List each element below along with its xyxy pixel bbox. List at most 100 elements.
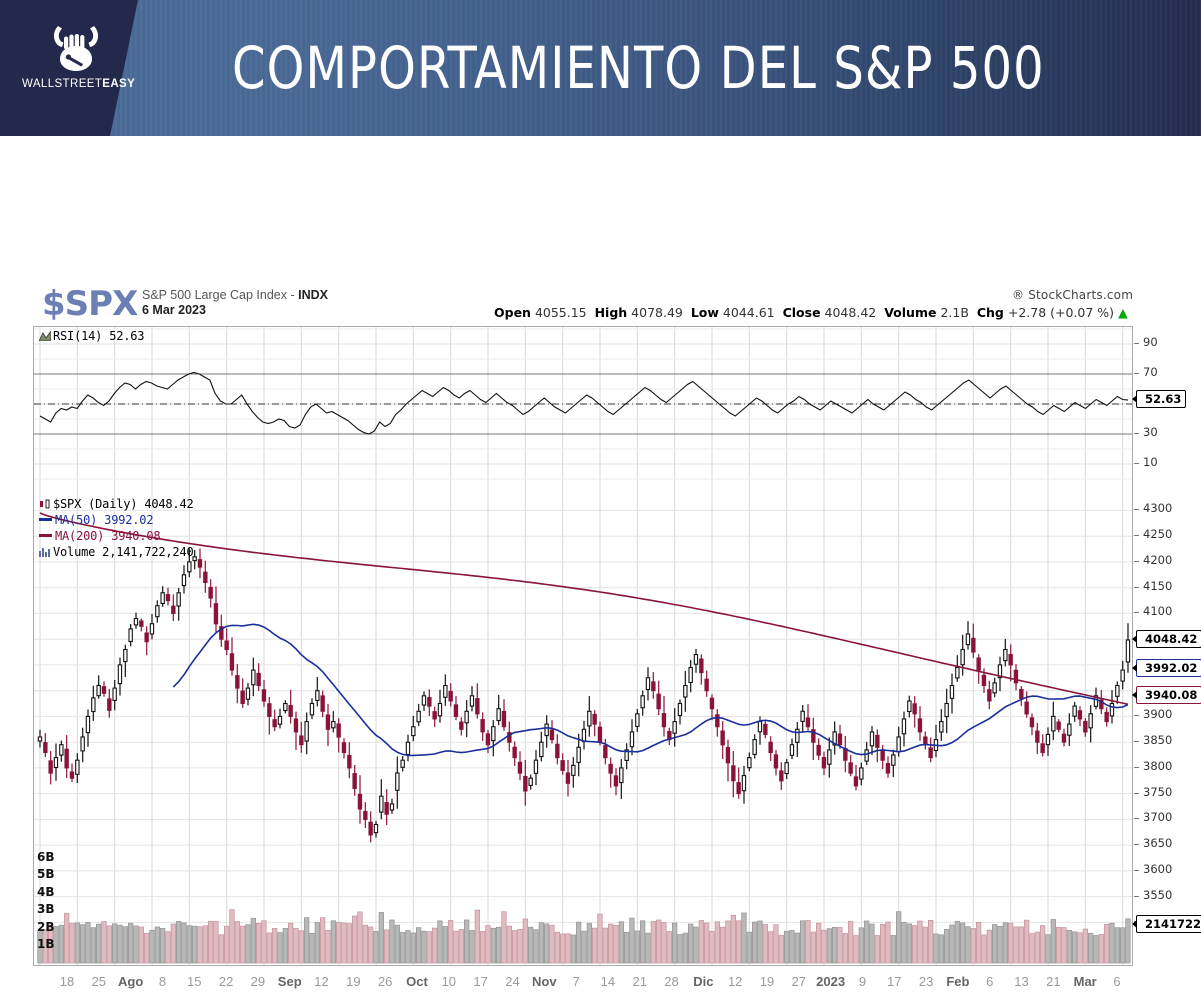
logo-text-bold: EASY	[102, 78, 136, 90]
date-axis: 18 25 Ago 8 15 22 29 Sep 12 19 26 Oct 10 17 24 Nov 7 14 21…	[33, 972, 1133, 1000]
axis-tickmark	[1134, 560, 1139, 562]
volume-bars-icon	[39, 546, 51, 557]
brand-logo: WALLSTREETEASY	[22, 24, 135, 90]
low-label: Low	[690, 305, 719, 320]
chart-plot-area[interactable]: 6B 5B 4B 3B 2B 1B RSI(14) 52.63 $SPX (Daily) 40…	[33, 326, 1133, 966]
chart-date: 6 Mar 2023	[142, 303, 206, 317]
stockcharts-credit: ® StockCharts.com	[1012, 288, 1134, 302]
date-axis-day-25: 25	[91, 974, 107, 989]
price-tick-3600: 3600	[1143, 861, 1173, 876]
axis-tickmark	[1134, 463, 1139, 464]
bull-head-icon	[54, 26, 98, 71]
page-header: WALLSTREETEASY COMPORTAMIENTO DEL S&P 50…	[0, 0, 1201, 136]
price-tick-3550: 3550	[1143, 887, 1173, 902]
date-axis-month-Oct: Oct	[406, 974, 428, 989]
date-axis-month-Mar: Mar	[1073, 974, 1097, 989]
rsi-legend-label: RSI(14) 52.63	[53, 329, 145, 343]
chart-index-name: S&P 500 Large Cap Index - INDX	[142, 288, 328, 302]
index-name-text: S&P 500 Large Cap Index -	[142, 288, 299, 302]
ma200-value-flag: 3940.08	[1131, 685, 1201, 704]
volume-legend-label: Volume 2,141,722,240	[53, 545, 194, 559]
open-label: Open	[494, 305, 531, 320]
candlestick-icon	[39, 498, 51, 509]
axis-tickmark	[1134, 792, 1139, 794]
spx-legend-label: $SPX (Daily) 4048.42	[53, 497, 194, 511]
date-axis-day-9: 9	[858, 974, 867, 989]
volume-tick-3B: 3B	[37, 902, 55, 917]
chg-value: +2.78 (+0.07 %)	[1007, 305, 1115, 320]
date-axis-day-12: 12	[314, 974, 329, 989]
volume-tick-6B: 6B	[37, 849, 55, 864]
date-axis-day-19: 19	[759, 974, 775, 989]
date-axis-month-Feb: Feb	[946, 974, 970, 989]
axis-tickmark	[1134, 844, 1139, 846]
axis-tickmark	[1134, 818, 1139, 820]
date-axis-month-Ago: Ago	[117, 974, 144, 989]
price-tick-3700: 3700	[1143, 810, 1173, 825]
rsi-tick-90: 90	[1143, 335, 1158, 349]
axis-tickmark	[1134, 869, 1139, 871]
price-tick-4200: 4200	[1143, 552, 1173, 567]
stockchart-container: $SPX S&P 500 Large Cap Index - INDX 6 Ma…	[0, 136, 1201, 989]
index-exchange: INDX	[298, 288, 328, 302]
chart-canvas	[34, 327, 1132, 965]
price-tick-3900: 3900	[1143, 707, 1173, 722]
date-axis-month-2023: 2023	[816, 974, 846, 989]
high-label: High	[594, 305, 628, 320]
price-axis: 9070301035003550360036503700375038003850…	[1131, 326, 1201, 966]
ma50-legend-label: MA(50) 3992.02	[55, 513, 154, 527]
volume-value-flag: 2141722	[1131, 915, 1201, 934]
rsi-tick-10: 10	[1143, 455, 1158, 469]
date-axis-day-12: 12	[727, 974, 743, 989]
axis-tickmark	[1134, 433, 1139, 434]
date-axis-day-24: 24	[505, 974, 520, 989]
axis-tickmark	[1134, 343, 1139, 344]
axis-tickmark	[1134, 612, 1139, 614]
date-axis-day-15: 15	[187, 974, 202, 989]
date-axis-day-6: 6	[986, 974, 994, 989]
rsi-legend: RSI(14) 52.63	[38, 329, 145, 343]
close-value: 4048.42	[824, 305, 877, 320]
volume-tick-5B: 5B	[37, 867, 55, 882]
date-axis-month-Sep: Sep	[277, 974, 302, 989]
date-axis-day-13: 13	[1014, 974, 1029, 989]
date-axis-day-10: 10	[441, 974, 457, 989]
ma50-value-flag: 3992.02	[1131, 659, 1201, 678]
date-axis-month-Nov: Nov	[531, 974, 557, 989]
ma50-color-swatch	[39, 518, 52, 521]
price-tick-3750: 3750	[1143, 784, 1173, 799]
axis-tickmark	[1134, 509, 1139, 511]
price-tick-4100: 4100	[1143, 604, 1173, 619]
axis-tickmark	[1134, 895, 1139, 897]
ma200-legend-label: MA(200) 3940.08	[55, 529, 161, 543]
volume-tick-1B: 1B	[37, 937, 55, 952]
volume-tick-4B: 4B	[37, 884, 55, 899]
axis-tickmark	[1134, 715, 1139, 717]
date-axis-day-21: 21	[1046, 974, 1061, 989]
date-axis-day-22: 22	[218, 974, 234, 989]
date-axis-day-7: 7	[572, 974, 580, 989]
header-stripe-texture	[0, 0, 1201, 136]
date-axis-day-29: 29	[250, 974, 266, 989]
rsi-value-flag: 52.63	[1131, 390, 1187, 409]
chg-up-arrow-icon: ▲	[1118, 305, 1128, 320]
date-axis-day-17: 17	[887, 974, 902, 989]
ma200-legend: MA(200) 3940.08	[39, 529, 161, 543]
date-axis-day-17: 17	[473, 974, 488, 989]
close-label: Close	[782, 305, 821, 320]
date-axis-day-21: 21	[632, 974, 647, 989]
volume-legend: Volume 2,141,722,240	[39, 545, 194, 559]
axis-tickmark	[1134, 535, 1139, 537]
price-tick-4150: 4150	[1143, 578, 1173, 593]
date-axis-day-27: 27	[791, 974, 807, 989]
price-tick-3850: 3850	[1143, 733, 1173, 748]
price-tick-4300: 4300	[1143, 501, 1173, 516]
rsi-indicator-icon	[38, 329, 52, 342]
axis-tickmark	[1134, 373, 1139, 374]
date-axis-day-6: 6	[1113, 974, 1121, 989]
low-value: 4044.61	[722, 305, 775, 320]
axis-tickmark	[1134, 766, 1139, 768]
rsi-tick-70: 70	[1143, 365, 1158, 379]
axis-tickmark	[1134, 741, 1139, 743]
ma50-legend: MA(50) 3992.02	[39, 513, 154, 527]
